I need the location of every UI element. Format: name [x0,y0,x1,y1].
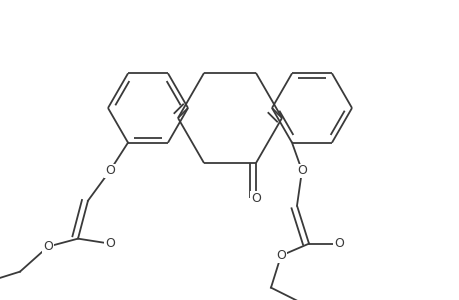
Text: O: O [43,240,53,253]
Text: O: O [251,191,260,205]
Text: O: O [105,237,115,250]
Text: O: O [105,164,115,177]
Text: O: O [333,237,343,250]
Text: O: O [297,164,306,177]
Text: O: O [275,249,285,262]
